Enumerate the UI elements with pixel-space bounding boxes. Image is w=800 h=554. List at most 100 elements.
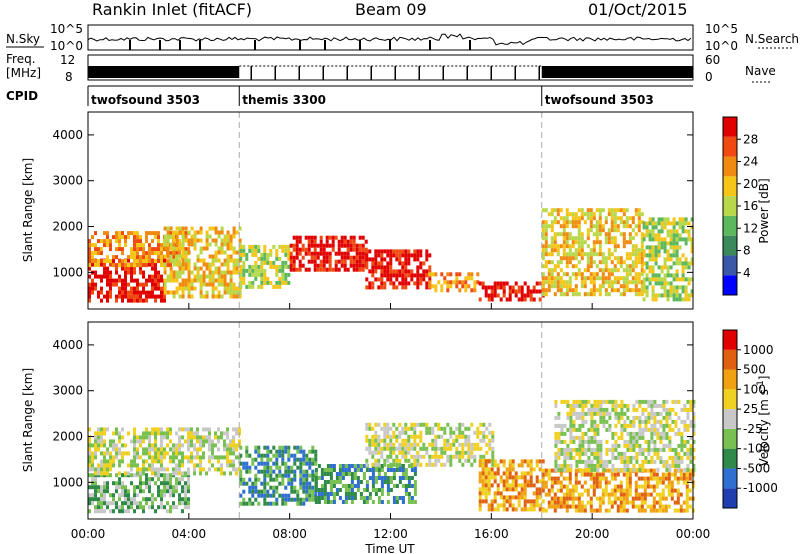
echo-cell	[205, 246, 209, 251]
echo-cell	[422, 446, 426, 451]
freq-segment	[88, 66, 240, 78]
echo-cell	[398, 249, 402, 254]
echo-cell	[314, 472, 318, 476]
echo-cell	[407, 484, 411, 488]
echo-cell	[337, 251, 341, 256]
echo-cell	[106, 282, 109, 287]
echo-cell	[319, 239, 323, 244]
echo-cell	[676, 500, 680, 505]
echo-cell	[337, 247, 341, 252]
echo-cell	[523, 503, 527, 508]
echo-cell	[91, 262, 94, 267]
echo-cell	[651, 253, 655, 258]
echo-cell	[232, 262, 236, 267]
echo-cell	[187, 274, 191, 279]
echo-cell	[502, 487, 506, 492]
echo-cell	[672, 297, 676, 302]
echo-cell	[293, 497, 297, 502]
echo-cell	[220, 282, 224, 287]
echo-cell	[260, 469, 264, 474]
noise-trace	[87, 33, 692, 50]
echo-cell	[553, 236, 557, 241]
echo-cell	[320, 476, 324, 480]
echo-cell	[562, 248, 566, 253]
echo-cell	[88, 439, 91, 444]
echo-cell	[590, 407, 594, 412]
echo-cell	[214, 258, 218, 263]
echo-cell	[374, 257, 378, 262]
echo-cell	[275, 272, 279, 277]
echo-cell	[305, 497, 309, 502]
echo-cell	[154, 497, 157, 502]
echo-cell	[685, 476, 689, 481]
echo-cell	[184, 481, 187, 486]
echo-cell	[307, 243, 311, 248]
echo-cell	[410, 426, 414, 431]
echo-cell	[616, 224, 620, 229]
y-tick-label: 3000	[52, 384, 83, 398]
echo-cell	[106, 481, 109, 486]
echo-cell	[613, 216, 617, 221]
echo-cell	[584, 403, 588, 408]
echo-cell	[589, 264, 593, 269]
echo-cell	[160, 501, 163, 506]
echo-cell	[491, 430, 495, 435]
echo-cell	[296, 497, 300, 502]
echo-cell	[620, 411, 624, 416]
echo-cell	[172, 467, 175, 472]
echo-cell	[365, 480, 369, 484]
echo-cell	[362, 500, 366, 504]
echo-cell	[214, 435, 217, 440]
echo-cell	[175, 485, 178, 490]
echo-cell	[443, 438, 447, 443]
echo-cell	[272, 477, 276, 482]
echo-cell	[690, 225, 694, 230]
echo-cell	[190, 294, 194, 299]
echo-cell	[296, 449, 300, 454]
echo-cell	[637, 252, 641, 257]
echo-cell	[523, 491, 527, 496]
echo-cell	[614, 455, 618, 460]
echo-cell	[349, 243, 353, 248]
echo-cell	[446, 442, 450, 447]
echo-cell	[577, 252, 581, 257]
echo-cell	[296, 457, 300, 462]
echo-cell	[663, 217, 667, 222]
echo-cell	[169, 485, 172, 490]
echo-cell	[281, 497, 285, 502]
echo-cell	[166, 451, 169, 456]
echo-cell	[670, 488, 674, 493]
echo-cell	[389, 426, 393, 431]
echo-cell	[284, 280, 288, 285]
echo-cell	[401, 430, 405, 435]
echo-cell	[386, 426, 390, 431]
echo-cell	[377, 434, 381, 439]
echo-cell	[565, 496, 569, 501]
echo-cell	[686, 439, 690, 444]
echo-cell	[568, 488, 572, 493]
echo-cell	[622, 236, 626, 241]
echo-cell	[671, 447, 675, 452]
echo-cell	[160, 278, 163, 283]
echo-cell	[651, 217, 655, 222]
echo-cell	[657, 233, 661, 238]
echo-cell	[187, 459, 190, 464]
echo-cell	[626, 467, 630, 472]
echo-cell	[223, 242, 227, 247]
echo-cell	[628, 476, 632, 481]
echo-cell	[374, 488, 378, 492]
echo-cell	[163, 435, 166, 440]
echo-cell	[660, 277, 664, 282]
echo-cell	[671, 399, 675, 404]
echo-cell	[316, 251, 320, 256]
echo-cell	[434, 288, 438, 293]
echo-cell	[398, 253, 402, 258]
echo-cell	[461, 284, 465, 289]
echo-cell	[395, 434, 399, 439]
echo-cell	[172, 451, 175, 456]
echo-cell	[166, 278, 170, 283]
echo-cell	[220, 455, 223, 460]
echo-cell	[199, 266, 203, 271]
echo-cell	[344, 488, 348, 492]
echo-cell	[586, 256, 590, 261]
